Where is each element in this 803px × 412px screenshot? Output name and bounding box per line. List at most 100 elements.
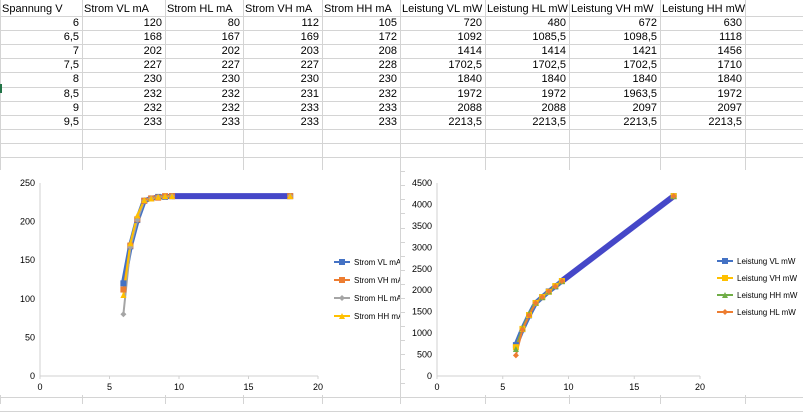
data-point — [155, 193, 162, 200]
table-cell[interactable]: 168 — [143, 31, 162, 43]
column-header[interactable]: Spannung V — [2, 3, 63, 15]
data-point — [532, 299, 539, 306]
grid-row-line — [0, 72, 803, 73]
table-cell[interactable]: 230 — [221, 73, 240, 85]
table-cell[interactable]: 232 — [221, 88, 240, 100]
table-cell[interactable]: 230 — [378, 73, 397, 85]
table-cell[interactable]: 7,5 — [63, 59, 79, 71]
table-cell[interactable]: 80 — [227, 17, 240, 29]
table-cell[interactable]: 6 — [72, 17, 79, 29]
table-cell[interactable]: 1414 — [457, 45, 482, 57]
table-cell[interactable]: 202 — [221, 45, 240, 57]
table-cell[interactable]: 1085,5 — [532, 31, 566, 43]
table-cell[interactable]: 7 — [72, 45, 79, 57]
data-point — [512, 345, 519, 352]
column-header[interactable]: Leistung HH mW — [662, 3, 746, 15]
table-cell[interactable]: 1098,5 — [623, 31, 657, 43]
table-cell[interactable]: 172 — [378, 31, 397, 43]
table-cell[interactable]: 233 — [221, 116, 240, 128]
table-cell[interactable]: 1840 — [632, 73, 657, 85]
table-cell[interactable]: 1702,5 — [623, 59, 657, 71]
table-cell[interactable]: 233 — [378, 116, 397, 128]
table-cell[interactable]: 232 — [143, 102, 162, 114]
column-header[interactable]: Leistung HL mW — [487, 3, 568, 15]
table-cell[interactable]: 1972 — [717, 88, 742, 100]
data-point — [120, 286, 127, 293]
table-cell[interactable]: 2097 — [717, 102, 742, 114]
table-cell[interactable]: 227 — [300, 59, 319, 71]
column-header[interactable]: Strom HH mA — [324, 3, 392, 15]
legend-label: Leistung VH mW — [737, 274, 797, 283]
x-tick-label: 15 — [629, 382, 639, 392]
column-header[interactable]: Strom HL mA — [167, 3, 233, 15]
table-cell[interactable]: 112 — [301, 17, 319, 29]
table-cell[interactable]: 227 — [143, 59, 162, 71]
table-cell[interactable]: 1118 — [719, 31, 742, 43]
table-cell[interactable]: 203 — [300, 45, 319, 57]
table-cell[interactable]: 231 — [300, 88, 319, 100]
column-header[interactable]: Strom VL mA — [84, 3, 149, 15]
series-line — [122, 195, 291, 315]
column-header[interactable]: Strom VH mA — [245, 3, 313, 15]
table-cell[interactable]: 120 — [143, 17, 162, 29]
table-cell[interactable]: 2213,5 — [708, 116, 742, 128]
table-cell[interactable]: 630 — [723, 17, 742, 29]
table-cell[interactable]: 208 — [378, 45, 397, 57]
table-cell[interactable]: 230 — [300, 73, 319, 85]
table-cell[interactable]: 480 — [547, 17, 566, 29]
table-cell[interactable]: 1963,5 — [623, 88, 657, 100]
y-tick-label: 500 — [417, 350, 432, 360]
table-cell[interactable]: 1456 — [717, 45, 742, 57]
table-cell[interactable]: 227 — [221, 59, 240, 71]
table-cell[interactable]: 202 — [143, 45, 162, 57]
table-cell[interactable]: 1840 — [541, 73, 566, 85]
table-cell[interactable]: 2088 — [541, 102, 566, 114]
grid-row-line — [0, 129, 803, 130]
table-cell[interactable]: 169 — [300, 31, 319, 43]
table-cell[interactable]: 9,5 — [63, 116, 79, 128]
table-cell[interactable]: 232 — [143, 88, 162, 100]
legend-swatch-marker — [339, 313, 345, 319]
table-cell[interactable]: 228 — [378, 59, 397, 71]
table-cell[interactable]: 233 — [378, 102, 397, 114]
table-cell[interactable]: 9 — [72, 102, 79, 114]
column-header[interactable]: Leistung VL mW — [402, 3, 483, 15]
grid-row-line — [0, 340, 803, 341]
table-cell[interactable]: 105 — [378, 17, 397, 29]
table-cell[interactable]: 8,5 — [63, 88, 79, 100]
column-header[interactable]: Leistung VH mW — [571, 3, 654, 15]
series-line — [122, 195, 291, 296]
table-cell[interactable]: 233 — [300, 102, 319, 114]
table-cell[interactable]: 2097 — [632, 102, 657, 114]
chart-strom[interactable]: 0 50 100 150 200 250 0 5 10 15 20 Strom VL mA Strom … — [0, 170, 404, 395]
table-cell[interactable]: 2213,5 — [623, 116, 657, 128]
table-cell[interactable]: 1840 — [457, 73, 482, 85]
table-cell[interactable]: 8 — [72, 73, 79, 85]
table-cell[interactable]: 233 — [143, 116, 162, 128]
grid-row-line — [0, 171, 803, 172]
table-cell[interactable]: 232 — [221, 102, 240, 114]
table-cell[interactable]: 1972 — [541, 88, 566, 100]
table-cell[interactable]: 1840 — [717, 73, 742, 85]
data-point — [526, 312, 533, 319]
table-cell[interactable]: 1414 — [541, 45, 566, 57]
table-cell[interactable]: 1710 — [717, 59, 742, 71]
table-cell[interactable]: 1702,5 — [448, 59, 482, 71]
table-cell[interactable]: 720 — [463, 17, 482, 29]
table-cell[interactable]: 167 — [221, 31, 240, 43]
y-tick-label: 2500 — [412, 264, 432, 274]
table-cell[interactable]: 1972 — [457, 88, 482, 100]
table-cell[interactable]: 1702,5 — [532, 59, 566, 71]
table-cell[interactable]: 233 — [300, 116, 319, 128]
data-point — [552, 283, 559, 290]
table-cell[interactable]: 2213,5 — [448, 116, 482, 128]
table-cell[interactable]: 1421 — [632, 45, 657, 57]
table-cell[interactable]: 2213,5 — [532, 116, 566, 128]
table-cell[interactable]: 1092 — [457, 31, 482, 43]
table-cell[interactable]: 2088 — [457, 102, 482, 114]
table-cell[interactable]: 230 — [143, 73, 162, 85]
chart-leistung[interactable]: 0 500 1000 1500 2000 2500 3000 3500 4000 4500 0 5 10… — [405, 170, 803, 395]
table-cell[interactable]: 672 — [638, 17, 657, 29]
table-cell[interactable]: 6,5 — [63, 31, 79, 43]
table-cell[interactable]: 232 — [378, 88, 397, 100]
